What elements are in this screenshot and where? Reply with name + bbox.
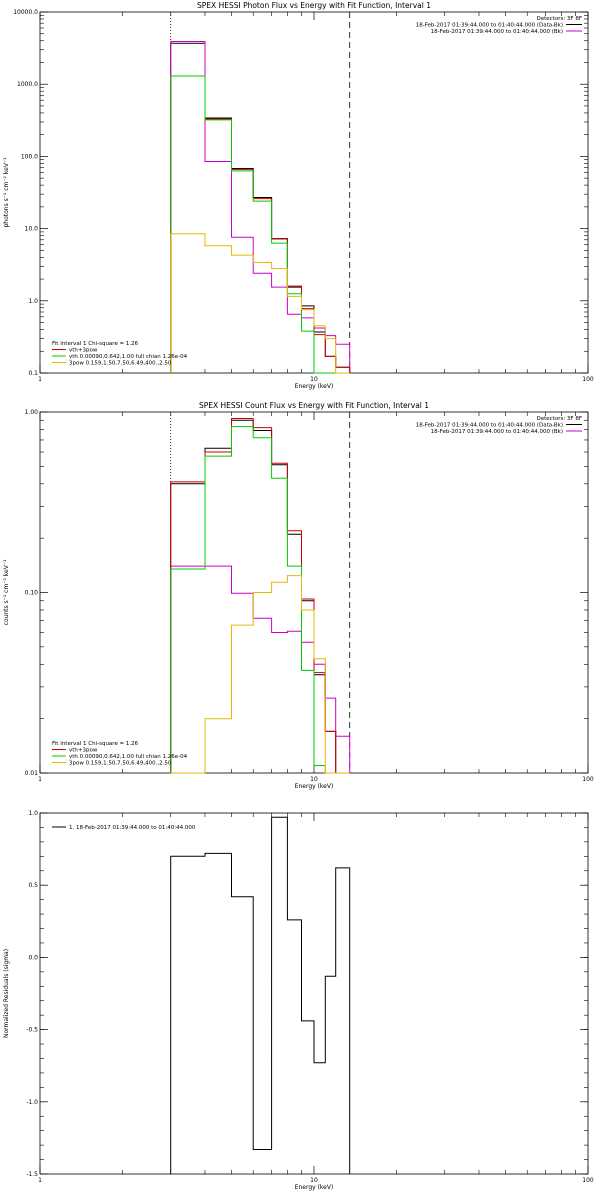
y-tick-label: 0.5 bbox=[28, 882, 38, 889]
x-tick-label: 10 bbox=[310, 376, 318, 383]
x-axis-label: Energy (keV) bbox=[295, 783, 334, 790]
x-tick-label: 100 bbox=[582, 776, 594, 783]
x-tick-label: 10 bbox=[310, 776, 318, 783]
y-tick-label: 1.0 bbox=[28, 810, 38, 817]
y-tick-label: 0.1 bbox=[28, 370, 38, 377]
y-tick-label: -1.5 bbox=[26, 1171, 38, 1178]
x-tick-label: 100 bbox=[582, 376, 594, 383]
series-data bbox=[170, 419, 350, 774]
legend-header: Detectors: 3F 8F bbox=[536, 416, 582, 422]
legend-entry: 3pow 0.159,1.50,7.50,6.49,400.,2.50 bbox=[69, 361, 172, 367]
legend-entry: vth 0.00090,0.642,1.00 full chian 1.26e-… bbox=[69, 354, 188, 360]
series-vth bbox=[170, 426, 350, 774]
y-tick-label: 100.0 bbox=[21, 153, 38, 160]
y-axis-label: counts s⁻¹ cm⁻² keV⁻¹ bbox=[3, 559, 10, 625]
legend-header: Fit Interval 1 Chi-square = 1.26 bbox=[52, 741, 139, 747]
series-vth bbox=[170, 75, 350, 374]
series-vth-3pow bbox=[170, 418, 350, 774]
x-tick-label: 10 bbox=[310, 1177, 318, 1184]
residuals-panel: 1 10 100 Energy (keV) -1.5 -1.0 -0.5 0.0 0.5 1.0 N… bbox=[3, 810, 594, 1191]
y-axis-label: Normalized Residuals (sigma) bbox=[3, 949, 10, 1038]
series-data bbox=[170, 42, 351, 373]
y-tick-label: 10.0 bbox=[25, 226, 39, 233]
chart-title: SPEX HESSI Photon Flux vs Energy with Fi… bbox=[197, 1, 431, 10]
y-tick-label: 0.0 bbox=[28, 954, 38, 961]
legend-entry: 18-Feb-2017 01:39:44.000 to 01:40:44.000… bbox=[416, 423, 563, 429]
x-tick-label: 1 bbox=[38, 776, 42, 783]
y-tick-label: 0.01 bbox=[25, 770, 39, 777]
legend-entry: 18-Feb-2017 01:39:44.000 to 01:40:44.000… bbox=[431, 429, 563, 435]
legend-header: Detectors: 3F 8F bbox=[536, 16, 582, 22]
y-tick-label: -1.0 bbox=[26, 1099, 38, 1106]
legend-entry: 18-Feb-2017 01:39:44.000 to 01:40:44.000… bbox=[416, 23, 563, 29]
y-tick-label: 1.0 bbox=[28, 298, 38, 305]
x-axis-label: Energy (keV) bbox=[295, 383, 334, 390]
series-3pow bbox=[170, 575, 350, 774]
x-tick-label: 100 bbox=[582, 1177, 594, 1184]
legend-entry: 1. 18-Feb-2017 01:39:44.000 to 01:40:44.… bbox=[69, 825, 196, 831]
legend-entry: vth 0.00090,0.642,1.00 full chian 1.26e-… bbox=[69, 754, 188, 760]
x-tick-label: 1 bbox=[38, 376, 42, 383]
count-flux-panel: SPEX HESSI Count Flux vs Energy with Fit… bbox=[3, 401, 594, 790]
legend-entry: vth+3pow bbox=[69, 348, 98, 354]
legend-entry: vth+3pow bbox=[69, 748, 98, 754]
legend-entry: 3pow 0.159,1.50,7.50,6.49,400.,2.50 bbox=[69, 761, 172, 767]
y-tick-label: 10000.0 bbox=[13, 9, 38, 16]
chart-title: SPEX HESSI Count Flux vs Energy with Fit… bbox=[199, 401, 429, 410]
y-tick-label: 1.00 bbox=[25, 409, 39, 416]
legend-entry: 18-Feb-2017 01:39:44.000 to 01:40:44.000… bbox=[431, 29, 563, 35]
x-tick-label: 1 bbox=[38, 1177, 42, 1184]
series-data-bk- bbox=[170, 565, 351, 773]
y-axis-label: photons s⁻¹ cm⁻² keV⁻¹ bbox=[3, 157, 10, 228]
y-tick-label: 0.10 bbox=[25, 590, 39, 597]
y-tick-label: -0.5 bbox=[26, 1027, 38, 1034]
legend-header: Fit Interval 1 Chi-square = 1.26 bbox=[52, 341, 139, 347]
series-3pow bbox=[170, 233, 350, 374]
plot-frame bbox=[39, 812, 589, 1175]
series-data-bk- bbox=[170, 41, 351, 373]
photon-flux-panel: SPEX HESSI Photon Flux vs Energy with Fi… bbox=[3, 1, 594, 390]
x-axis-label: Energy (keV) bbox=[295, 1184, 334, 1191]
series-residuals bbox=[170, 816, 351, 1174]
y-tick-label: 1000.0 bbox=[17, 81, 38, 88]
